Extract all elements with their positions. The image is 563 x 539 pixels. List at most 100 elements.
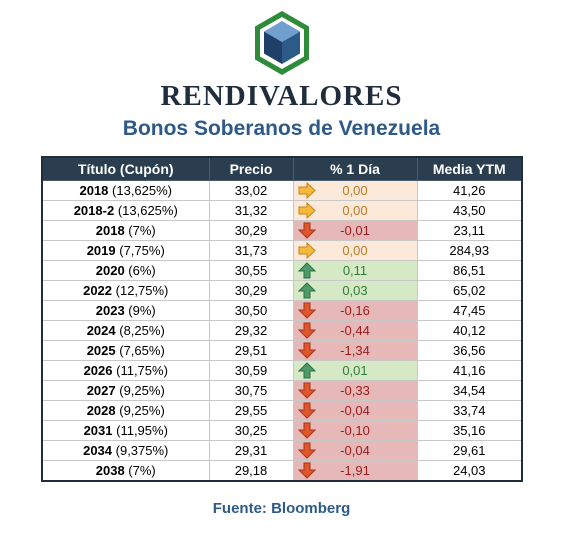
table-row: 2019 (7,75%) 31,73 0,00 284,93 bbox=[41, 240, 523, 261]
bond-change: -0,04 bbox=[340, 403, 370, 418]
bond-change: -1,34 bbox=[340, 343, 370, 358]
bond-price: 29,18 bbox=[208, 460, 294, 482]
bond-coupon: (12,75%) bbox=[115, 283, 169, 298]
bond-title: 2027 (9,25%) bbox=[41, 380, 210, 401]
bond-change-cell: 0,00 bbox=[292, 180, 418, 201]
table-row: 2024 (8,25%) 29,32 -0,44 40,12 bbox=[41, 320, 523, 341]
bond-change: -0,10 bbox=[340, 423, 370, 438]
table-row: 2028 (9,25%) 29,55 -0,04 33,74 bbox=[41, 400, 523, 421]
bond-price: 31,73 bbox=[208, 240, 294, 261]
bond-ytm: 86,51 bbox=[416, 260, 523, 281]
table-row: 2034 (9,375%) 29,31 -0,04 29,61 bbox=[41, 440, 523, 461]
bond-ytm: 40,12 bbox=[416, 320, 523, 341]
bond-ytm: 47,45 bbox=[416, 300, 523, 321]
bond-coupon: (7%) bbox=[128, 223, 156, 238]
header-cambio: % 1 Día bbox=[292, 156, 418, 181]
bond-change: 0,11 bbox=[342, 263, 368, 278]
bond-change: -0,44 bbox=[340, 323, 370, 338]
bond-change-cell: -0,16 bbox=[292, 300, 418, 321]
bond-change: -0,01 bbox=[340, 223, 370, 238]
bond-ytm: 65,02 bbox=[416, 280, 523, 301]
bond-title: 2031 (11,95%) bbox=[41, 420, 210, 441]
bonds-table: Título (Cupón) Precio % 1 Día Media YTM … bbox=[41, 156, 523, 482]
bond-year: 2028 bbox=[86, 403, 116, 418]
bond-ytm: 34,54 bbox=[416, 380, 523, 401]
bond-ytm: 43,50 bbox=[416, 200, 523, 221]
bond-coupon: (9,375%) bbox=[115, 443, 169, 458]
bond-change-cell: -0,33 bbox=[292, 380, 418, 401]
table-row: 2018 (7%) 30,29 -0,01 23,11 bbox=[41, 220, 523, 241]
bond-title: 2018 (13,625%) bbox=[41, 180, 210, 201]
rendivalores-logo-icon bbox=[255, 11, 309, 75]
bond-year: 2031 bbox=[83, 423, 113, 438]
bond-coupon: (9,25%) bbox=[119, 403, 165, 418]
bond-title: 2023 (9%) bbox=[41, 300, 210, 321]
bond-ytm: 33,74 bbox=[416, 400, 523, 421]
bond-year: 2025 bbox=[86, 343, 116, 358]
bond-price: 30,59 bbox=[208, 360, 294, 381]
table-row: 2020 (6%) 30,55 0,11 86,51 bbox=[41, 260, 523, 281]
bond-coupon: (13,625%) bbox=[112, 183, 173, 198]
header-precio: Precio bbox=[208, 156, 294, 181]
table-row: 2025 (7,65%) 29,51 -1,34 36,56 bbox=[41, 340, 523, 361]
table-row: 2031 (11,95%) 30,25 -0,10 35,16 bbox=[41, 420, 523, 441]
bond-year: 2022 bbox=[83, 283, 113, 298]
bond-price: 29,31 bbox=[208, 440, 294, 461]
bond-ytm: 35,16 bbox=[416, 420, 523, 441]
table-row: 2022 (12,75%) 30,29 0,03 65,02 bbox=[41, 280, 523, 301]
bond-coupon: (8,25%) bbox=[119, 323, 165, 338]
bond-change-cell: -1,91 bbox=[292, 460, 418, 482]
bond-price: 29,55 bbox=[208, 400, 294, 421]
table-row: 2018-2 (13,625%) 31,32 0,00 43,50 bbox=[41, 200, 523, 221]
bond-coupon: (11,95%) bbox=[116, 423, 168, 438]
bond-year: 2026 bbox=[83, 363, 113, 378]
bond-title: 2028 (9,25%) bbox=[41, 400, 210, 421]
bond-year: 2019 bbox=[86, 243, 116, 258]
bond-coupon: (9%) bbox=[128, 303, 156, 318]
bond-price: 30,29 bbox=[208, 280, 294, 301]
bond-change-cell: 0,00 bbox=[292, 240, 418, 261]
bond-year: 2027 bbox=[86, 383, 116, 398]
bond-price: 30,29 bbox=[208, 220, 294, 241]
bond-ytm: 23,11 bbox=[416, 220, 523, 241]
bond-ytm: 41,16 bbox=[416, 360, 523, 381]
bond-change-cell: 0,00 bbox=[292, 200, 418, 221]
bond-change: 0,00 bbox=[342, 183, 368, 198]
bond-year: 2018 bbox=[79, 183, 109, 198]
brand-name: RENDIVALORES bbox=[160, 80, 403, 112]
bond-title: 2038 (7%) bbox=[41, 460, 210, 482]
table-row: 2026 (11,75%) 30,59 0,01 41,16 bbox=[41, 360, 523, 381]
bond-ytm: 284,93 bbox=[416, 240, 523, 261]
bond-change-cell: -0,01 bbox=[292, 220, 418, 241]
bond-year: 2038 bbox=[95, 463, 125, 478]
bond-change-cell: -0,44 bbox=[292, 320, 418, 341]
bond-ytm: 36,56 bbox=[416, 340, 523, 361]
bond-year: 2020 bbox=[95, 263, 125, 278]
bond-year: 2034 bbox=[83, 443, 113, 458]
bond-year: 2024 bbox=[86, 323, 116, 338]
bond-change-cell: 0,11 bbox=[292, 260, 418, 281]
bond-coupon: (9,25%) bbox=[119, 383, 165, 398]
header-titulo: Título (Cupón) bbox=[41, 156, 210, 181]
bond-year: 2018 bbox=[95, 223, 125, 238]
bond-change-cell: -0,04 bbox=[292, 440, 418, 461]
bond-change: -0,16 bbox=[340, 303, 370, 318]
bond-title: 2034 (9,375%) bbox=[41, 440, 210, 461]
bond-year: 2023 bbox=[95, 303, 125, 318]
bond-change-cell: 0,03 bbox=[292, 280, 418, 301]
bond-change-cell: -1,34 bbox=[292, 340, 418, 361]
bond-title: 2022 (12,75%) bbox=[41, 280, 210, 301]
table-row: 2018 (13,625%) 33,02 0,00 41,26 bbox=[41, 180, 523, 201]
bond-coupon: (7%) bbox=[128, 463, 156, 478]
bond-title: 2018 (7%) bbox=[41, 220, 210, 241]
header-ytm: Media YTM bbox=[416, 156, 523, 181]
bond-price: 30,75 bbox=[208, 380, 294, 401]
bond-coupon: (7,75%) bbox=[119, 243, 165, 258]
bond-price: 33,02 bbox=[208, 180, 294, 201]
bond-change-cell: -0,04 bbox=[292, 400, 418, 421]
table-row: 2027 (9,25%) 30,75 -0,33 34,54 bbox=[41, 380, 523, 401]
bond-title: 2018-2 (13,625%) bbox=[41, 200, 210, 221]
bond-change-cell: -0,10 bbox=[292, 420, 418, 441]
bond-coupon: (7,65%) bbox=[119, 343, 165, 358]
source-note: Fuente: Bloomberg bbox=[212, 500, 351, 517]
